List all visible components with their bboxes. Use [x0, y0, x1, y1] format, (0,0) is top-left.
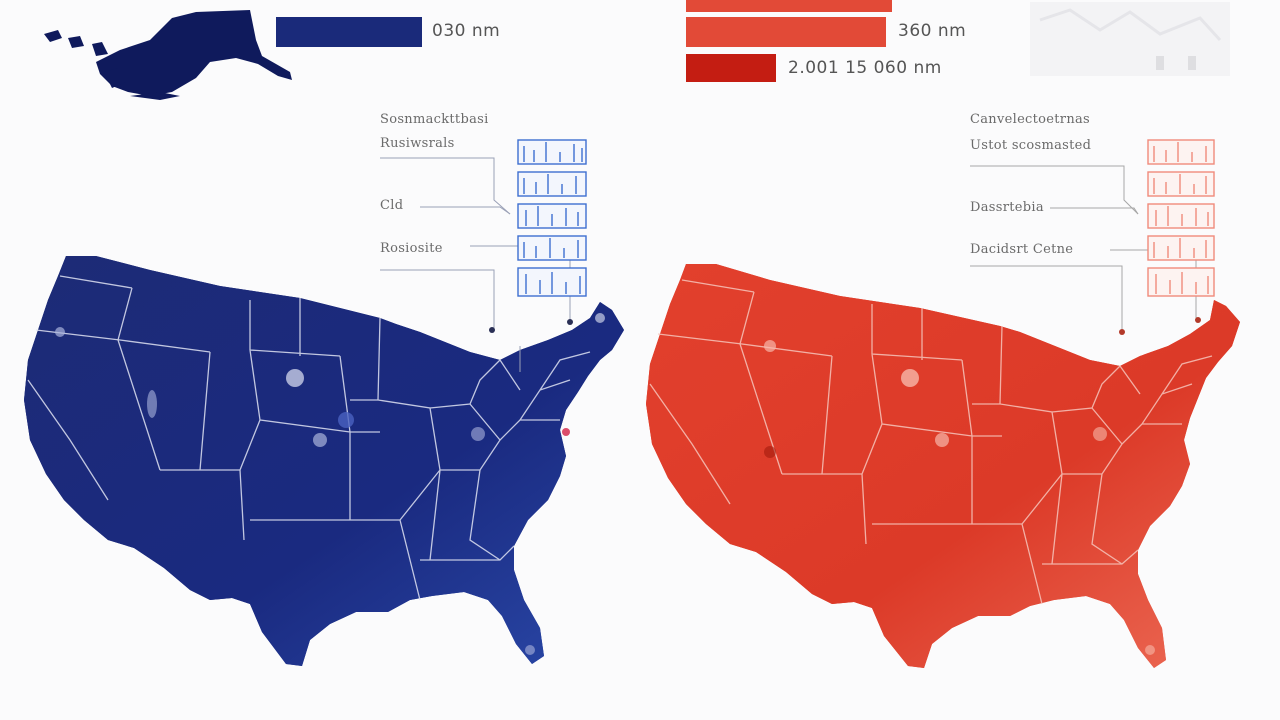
right-mini-charts: [1147, 139, 1215, 297]
red-us-map: [646, 264, 1240, 668]
right-leader-dot-2: [1195, 317, 1201, 323]
left-legend-bar: [276, 17, 422, 47]
left-mini-charts: [517, 139, 587, 297]
right-legend-label-2: 2.001 15 060 nm: [788, 58, 942, 78]
faint-watermark-graphic: [1030, 2, 1230, 76]
left-annotation-1: Sosnmackttbasi: [380, 112, 489, 127]
left-annotation-2: Rusiwsrals: [380, 136, 455, 151]
right-legend-bar-1: [686, 17, 886, 47]
left-annotation-4: Rosiosite: [380, 241, 443, 256]
blue-us-map: [24, 256, 624, 666]
right-legend-bar-top: [686, 0, 892, 12]
right-annotation-4: Dacidsrt Cetne: [970, 242, 1074, 257]
right-legend-bar-2: [686, 54, 776, 82]
blue-state-borders: [27, 275, 591, 601]
left-leader-dot-2: [567, 319, 573, 325]
left-legend-label: 030 nm: [432, 21, 501, 41]
left-leader-dot-1: [489, 327, 495, 333]
right-legend-label-1: 360 nm: [898, 21, 967, 41]
right-annotation-3: Dassrtebia: [970, 200, 1044, 215]
red-state-borders: [649, 279, 1213, 605]
alaska-shape: [44, 10, 292, 100]
right-leader-dot-1: [1119, 329, 1125, 335]
left-annotation-3: Cld: [380, 198, 404, 213]
right-annotation-1: Canvelectoetrnas: [970, 112, 1091, 127]
right-annotation-2: Ustot scosmasted: [970, 138, 1092, 153]
